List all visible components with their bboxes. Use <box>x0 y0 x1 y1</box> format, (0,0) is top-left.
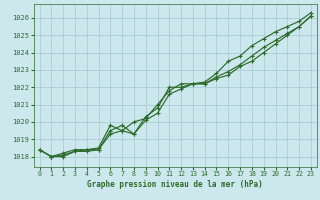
X-axis label: Graphe pression niveau de la mer (hPa): Graphe pression niveau de la mer (hPa) <box>87 180 263 189</box>
